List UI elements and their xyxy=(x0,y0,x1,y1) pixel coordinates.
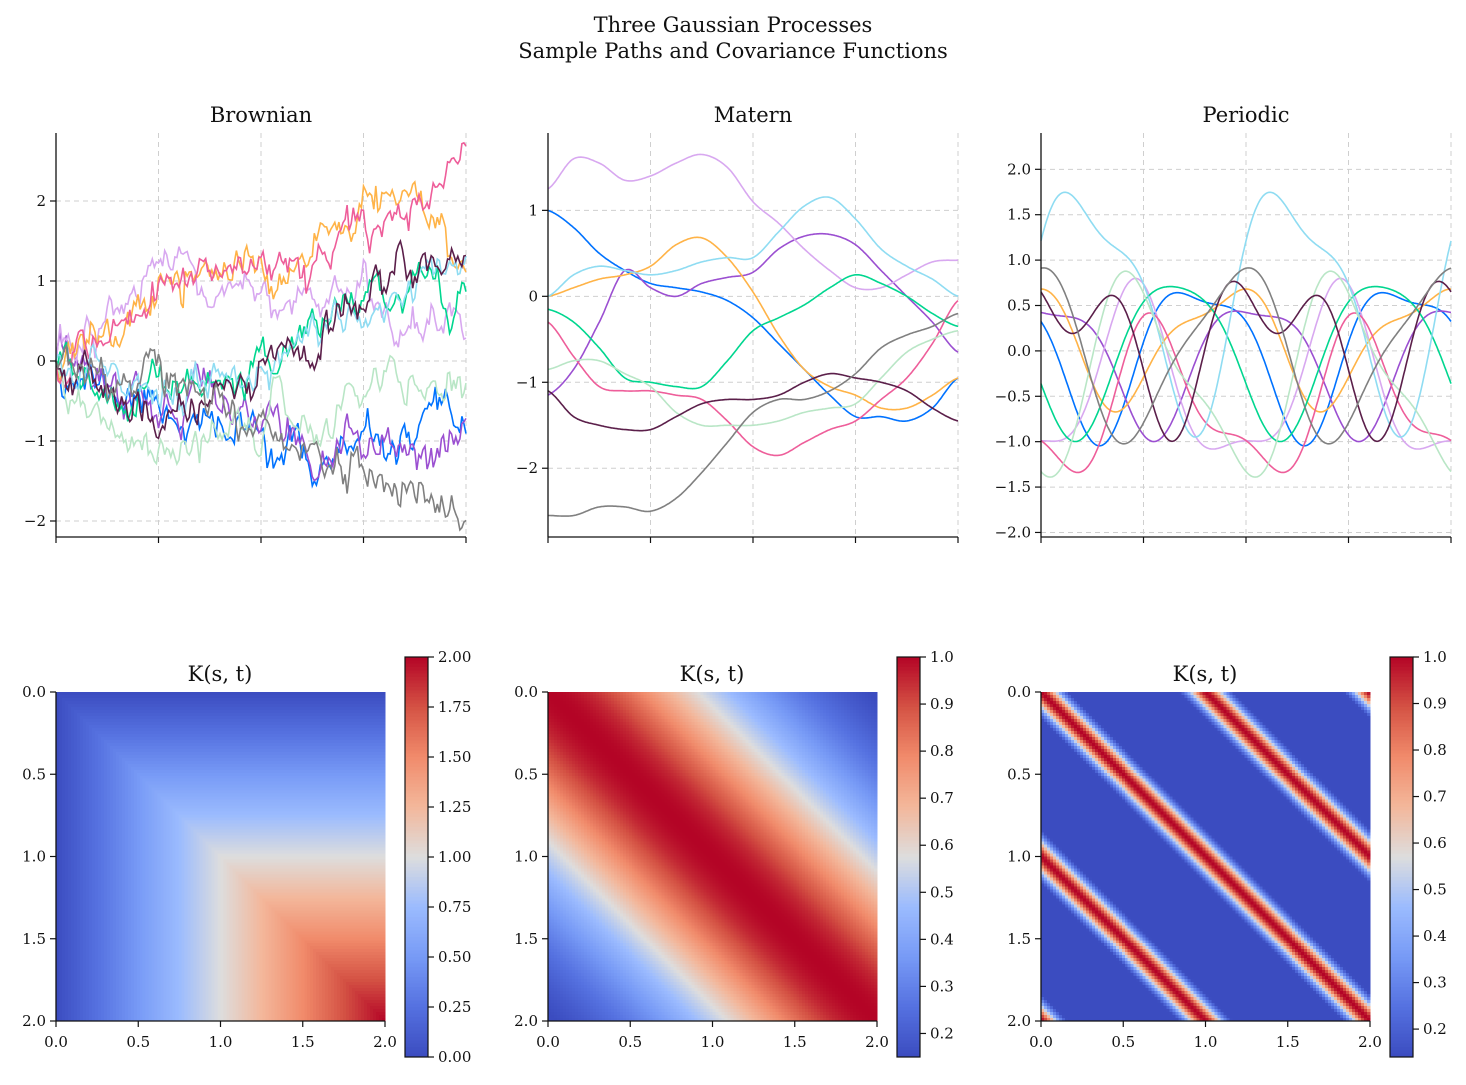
covariance-heatmap xyxy=(56,692,386,1022)
y-tick-label: −0.5 xyxy=(995,387,1031,405)
y-tick-label: 0.5 xyxy=(1007,296,1031,314)
y-tick-label: 2.0 xyxy=(1007,160,1031,178)
y-tick-label: −2 xyxy=(516,459,538,477)
heatmap-title-brownian: K(s, t) xyxy=(188,662,253,686)
y-tick-label: 1 xyxy=(528,201,538,219)
y-tick-label: −1 xyxy=(24,432,46,450)
panel-brownian-covariance: K(s, t) 0.00.00.50.51.01.01.51.52.02.00.… xyxy=(22,648,471,1066)
panel-periodic-paths: Periodic −2.0 −1.5 −1.0 −0.5 0.0 0.5 1.0 1.5 2.0 xyxy=(995,103,1451,543)
y-tick-label: 0.0 xyxy=(1007,342,1031,360)
y-tick-label: −2 xyxy=(24,512,46,530)
y-tick-label: 1.0 xyxy=(1007,251,1031,269)
gridlines xyxy=(1041,133,1451,537)
sample-path-8 xyxy=(1041,271,1451,477)
sample-path-6 xyxy=(1041,287,1451,442)
y-tick-label: −1.5 xyxy=(995,478,1031,496)
panel-title-matern: Matern xyxy=(714,103,792,127)
y-tick-label: −2.0 xyxy=(995,523,1031,541)
y-tick-label: 0 xyxy=(36,352,46,370)
y-tick-label: 2 xyxy=(36,192,46,210)
panel-matern-paths: Matern −2 −1 0 1 xyxy=(516,103,958,543)
y-tick-label: −1.0 xyxy=(995,433,1031,451)
y-tick-label: −1 xyxy=(516,373,538,391)
y-tick-label: 1 xyxy=(36,272,46,290)
panel-title-brownian: Brownian xyxy=(210,103,312,127)
y-tick-label: 1.5 xyxy=(1007,206,1031,224)
panel-brownian-paths: Brownian −2 −1 0 1 2 xyxy=(24,103,466,543)
figure-suptitle-line1: Three Gaussian Processes xyxy=(594,13,873,37)
y-tick-label: 0 xyxy=(528,287,538,305)
figure-suptitle-line2: Sample Paths and Covariance Functions xyxy=(518,39,948,63)
gridlines xyxy=(548,133,958,537)
panel-title-periodic: Periodic xyxy=(1203,103,1290,127)
